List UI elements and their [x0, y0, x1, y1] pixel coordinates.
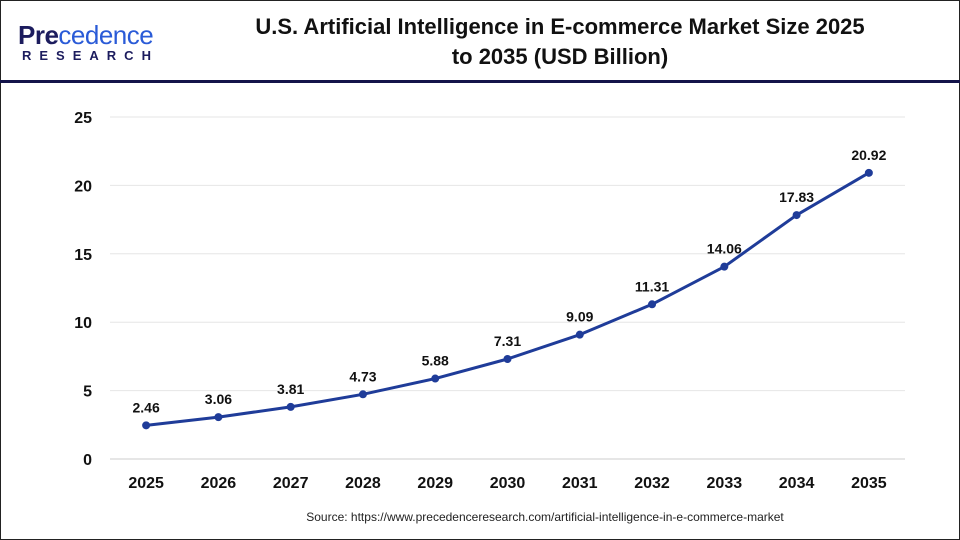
- y-tick-label: 25: [74, 110, 92, 127]
- x-tick-label: 2033: [707, 475, 743, 492]
- data-point: [214, 413, 223, 422]
- data-label: 3.06: [205, 391, 232, 407]
- logo-main-text: Precedence: [18, 20, 154, 50]
- precedence-research-logo: Precedence RESEARCH: [18, 20, 158, 65]
- x-tick-label: 2025: [128, 475, 164, 492]
- data-label: 4.73: [349, 368, 376, 384]
- data-point: [431, 374, 440, 383]
- source-text: Source: https://www.precedenceresearch.c…: [306, 510, 784, 524]
- x-tick-label: 2029: [417, 475, 453, 492]
- data-point: [575, 330, 584, 339]
- data-point: [720, 262, 729, 271]
- title-line-2: to 2035 (USD Billion): [451, 44, 669, 69]
- header: Precedence RESEARCH U.S. Artificial Inte…: [0, 0, 960, 83]
- data-label: 14.06: [707, 241, 742, 257]
- data-label: 17.83: [779, 189, 814, 205]
- y-tick-label: 15: [74, 247, 92, 264]
- x-tick-label: 2030: [490, 475, 526, 492]
- x-tick-label: 2034: [779, 475, 815, 492]
- data-point: [503, 354, 512, 363]
- data-label: 9.09: [566, 309, 593, 325]
- logo-sub-text: RESEARCH: [22, 48, 159, 63]
- data-label: 7.31: [494, 333, 521, 349]
- x-tick-label: 2026: [201, 475, 237, 492]
- title-line-1: U.S. Artificial Intelligence in E-commer…: [255, 14, 865, 39]
- data-point: [142, 421, 151, 430]
- data-point: [864, 168, 873, 177]
- data-point: [648, 300, 657, 309]
- y-tick-label: 5: [83, 384, 92, 401]
- data-point: [286, 402, 295, 411]
- x-tick-label: 2035: [851, 475, 887, 492]
- y-tick-label: 10: [74, 315, 92, 332]
- series-line: [145, 171, 870, 427]
- data-label: 20.92: [851, 147, 886, 163]
- data-label: 3.81: [277, 381, 304, 397]
- y-tick-label: 20: [74, 178, 92, 195]
- x-tick-label: 2028: [345, 475, 381, 492]
- x-tick-label: 2032: [634, 475, 670, 492]
- data-point: [358, 390, 367, 399]
- data-label: 11.31: [635, 278, 669, 294]
- data-label: 5.88: [422, 353, 449, 369]
- data-point: [792, 211, 801, 220]
- x-tick-label: 2031: [562, 475, 598, 492]
- y-tick-label: 0: [83, 452, 92, 469]
- x-tick-label: 2027: [273, 475, 309, 492]
- data-label: 2.46: [133, 399, 160, 415]
- chart-title: U.S. Artificial Intelligence in E-commer…: [180, 12, 940, 72]
